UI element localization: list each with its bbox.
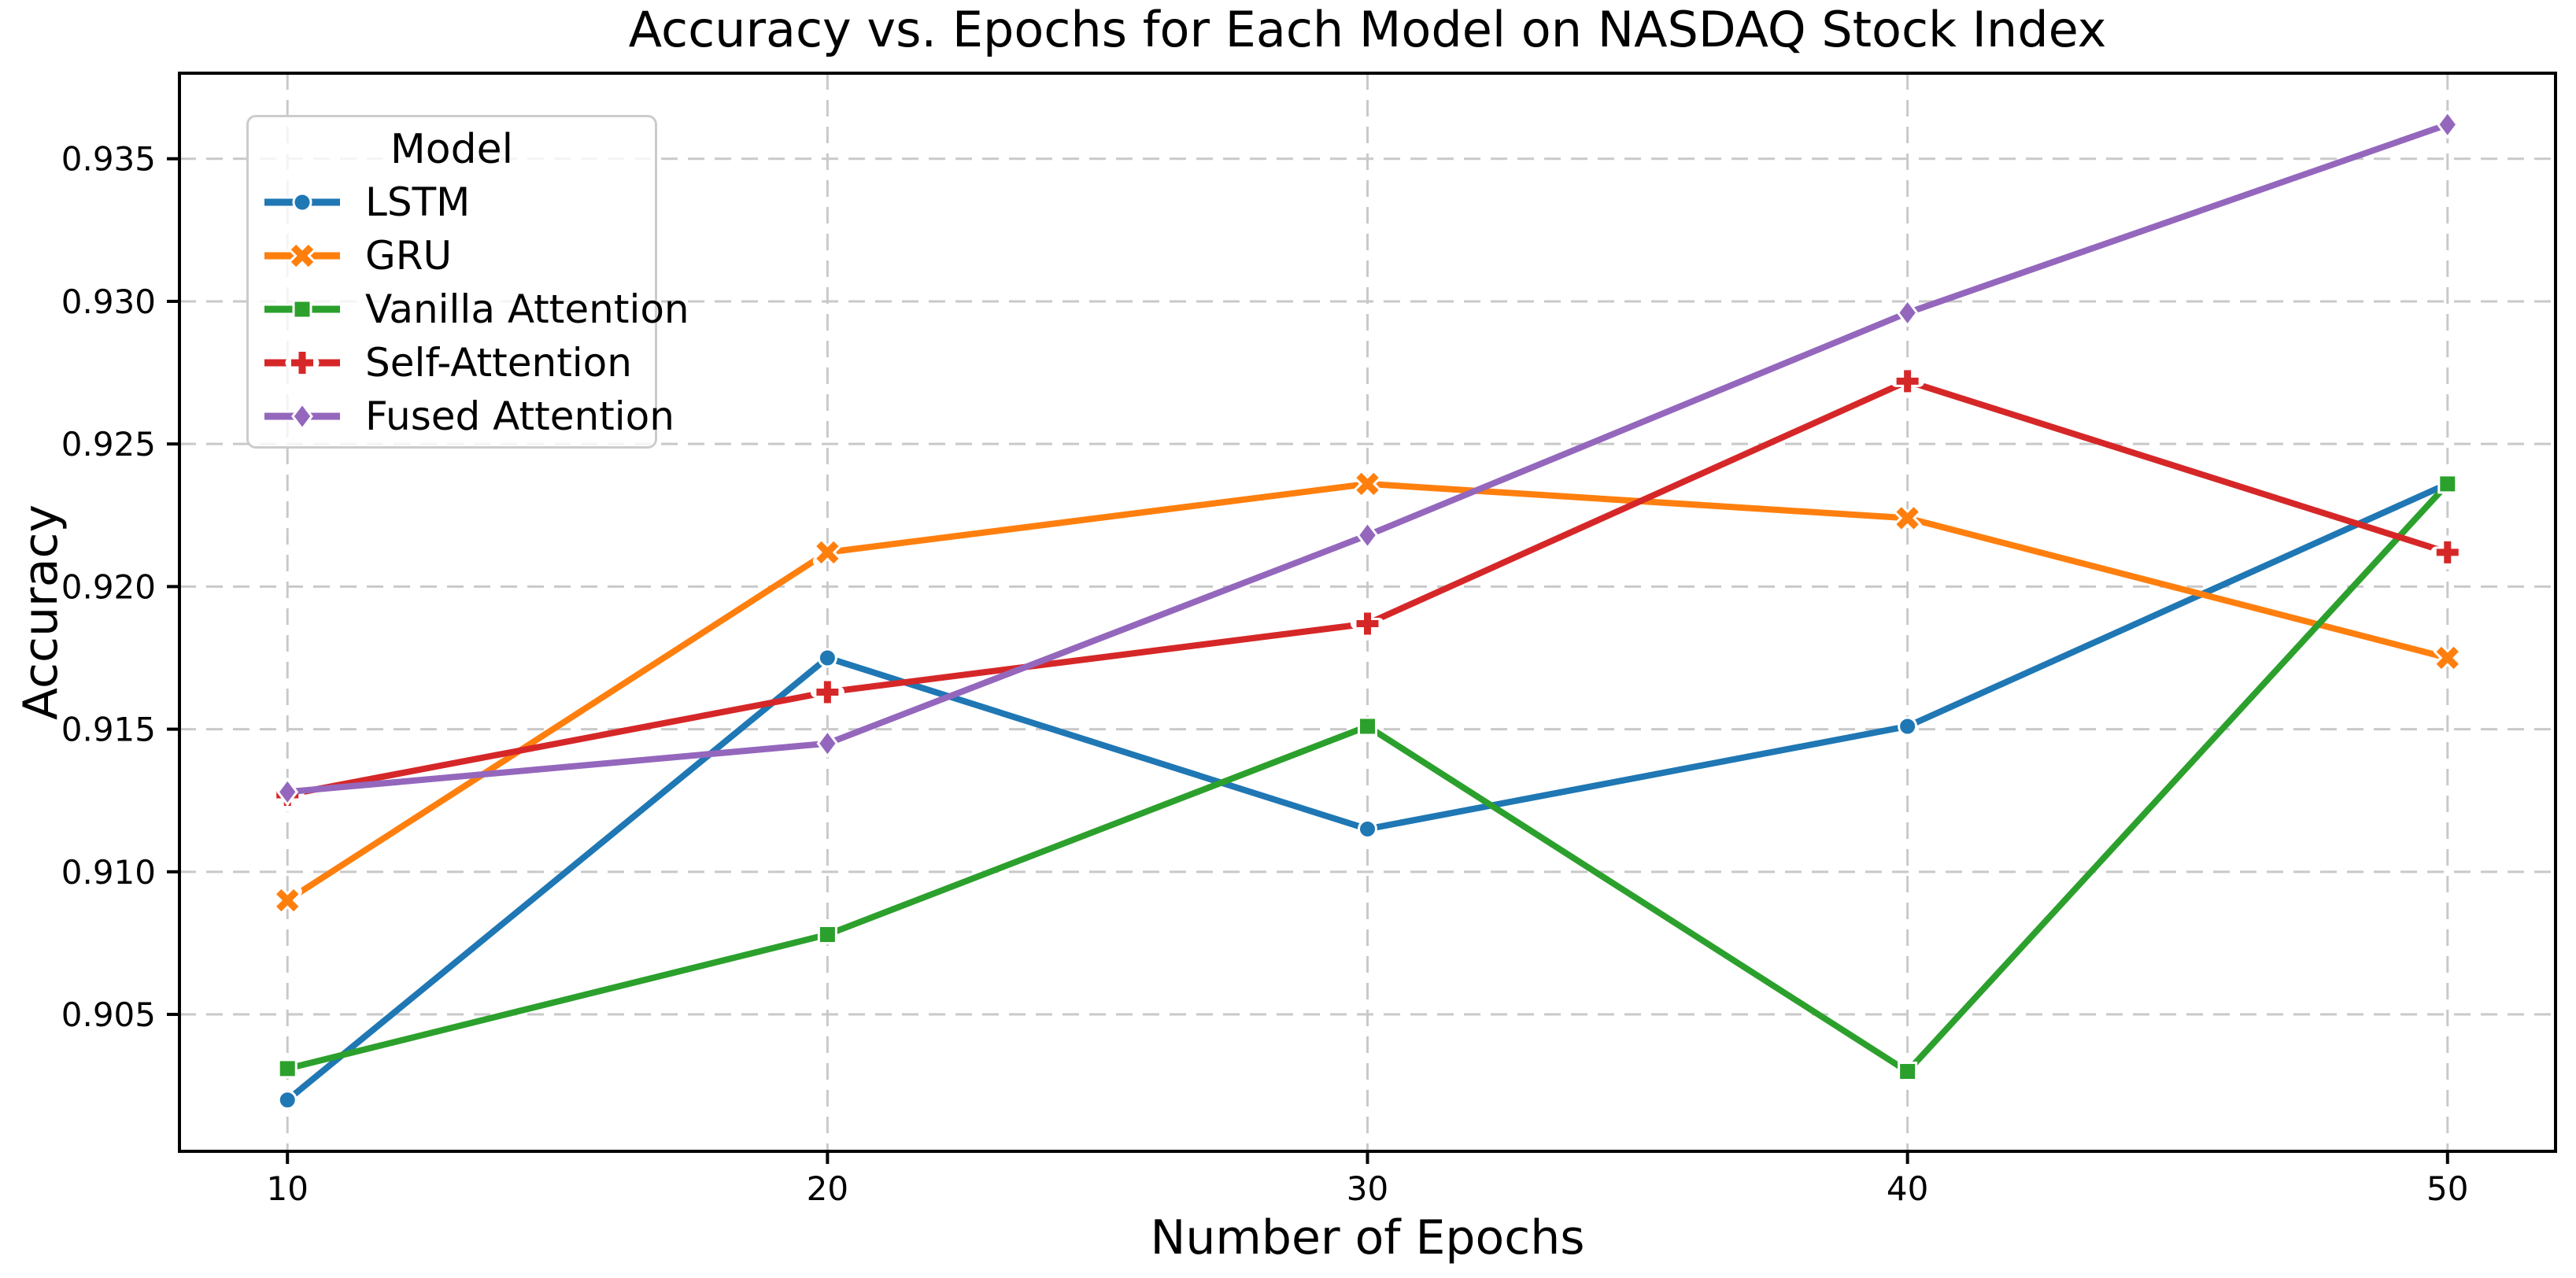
data-point-vanilla-attention-50	[2437, 474, 2458, 494]
data-point-fused-attention-40	[1896, 297, 1919, 327]
series-fused-attention	[276, 109, 2459, 807]
gru-line-x-icon	[264, 241, 340, 271]
legend-label: LSTM	[365, 179, 471, 225]
data-point-lstm-30	[1358, 818, 1377, 839]
data-point-gru-30	[1353, 469, 1382, 499]
data-point-self-attention-20	[810, 674, 844, 709]
legend-label: Vanilla Attention	[365, 286, 689, 332]
data-point-gru-10	[272, 885, 302, 915]
y-tick-label: 0.930	[61, 283, 156, 321]
legend: Model LSTM GRU Vanilla Attention Self-At…	[246, 115, 689, 449]
data-point-gru-50	[2433, 643, 2463, 673]
data-point-fused-attention-50	[2436, 109, 2459, 139]
data-point-vanilla-attention-40	[1898, 1062, 1918, 1082]
y-axis-label: Accuracy	[13, 504, 68, 720]
data-point-fused-attention-20	[816, 729, 839, 759]
legend-item-lstm: LSTM	[249, 175, 655, 229]
data-point-gru-40	[1893, 503, 1923, 533]
legend-item-fused-attention: Fused Attention	[249, 390, 674, 443]
data-point-self-attention-40	[1890, 364, 1925, 398]
x-tick-label: 20	[807, 1169, 848, 1208]
data-point-lstm-40	[1898, 716, 1918, 737]
series-gru	[272, 469, 2463, 915]
legend-label: GRU	[365, 233, 453, 279]
axes-spines	[178, 72, 2557, 1153]
fused-attention-line-diamond-icon	[264, 401, 340, 431]
legend-item-vanilla-attention: Vanilla Attention	[249, 283, 689, 336]
x-axis-label: Number of Epochs	[1150, 1210, 1585, 1265]
y-tick-label: 0.905	[61, 995, 156, 1034]
legend-item-self-attention: Self-Attention	[249, 336, 655, 390]
data-point-lstm-20	[817, 648, 837, 668]
y-tick-label: 0.935	[61, 140, 156, 179]
series-vanilla-attention	[277, 474, 2458, 1082]
y-tick-label: 0.925	[61, 425, 156, 464]
legend-label: Self-Attention	[365, 340, 632, 386]
data-point-vanilla-attention-10	[277, 1058, 298, 1079]
y-tick-label: 0.920	[61, 567, 156, 606]
vanilla-attention-line-square-icon	[264, 299, 340, 320]
legend-title: Model	[390, 126, 514, 173]
data-point-self-attention-50	[2430, 535, 2465, 570]
x-tick-label: 10	[267, 1169, 309, 1208]
data-point-self-attention-30	[1351, 606, 1384, 641]
legend-label: Fused Attention	[365, 393, 674, 439]
data-point-fused-attention-30	[1356, 520, 1379, 550]
x-tick-label: 40	[1887, 1169, 1928, 1208]
data-point-fused-attention-10	[276, 777, 299, 807]
x-tick-label: 50	[2426, 1169, 2468, 1208]
lstm-line-circle-icon	[264, 192, 340, 212]
y-tick-label: 0.915	[61, 711, 156, 749]
self-attention-line-plus-icon	[264, 345, 340, 380]
data-point-gru-20	[812, 537, 842, 567]
x-tick-label: 30	[1347, 1169, 1388, 1208]
data-point-vanilla-attention-20	[817, 925, 837, 945]
data-point-lstm-10	[277, 1090, 298, 1110]
chart-title: Accuracy vs. Epochs for Each Model on NA…	[628, 1, 2107, 58]
data-point-vanilla-attention-30	[1358, 716, 1377, 737]
y-tick-label: 0.910	[61, 853, 156, 892]
legend-item-gru: GRU	[249, 229, 655, 283]
